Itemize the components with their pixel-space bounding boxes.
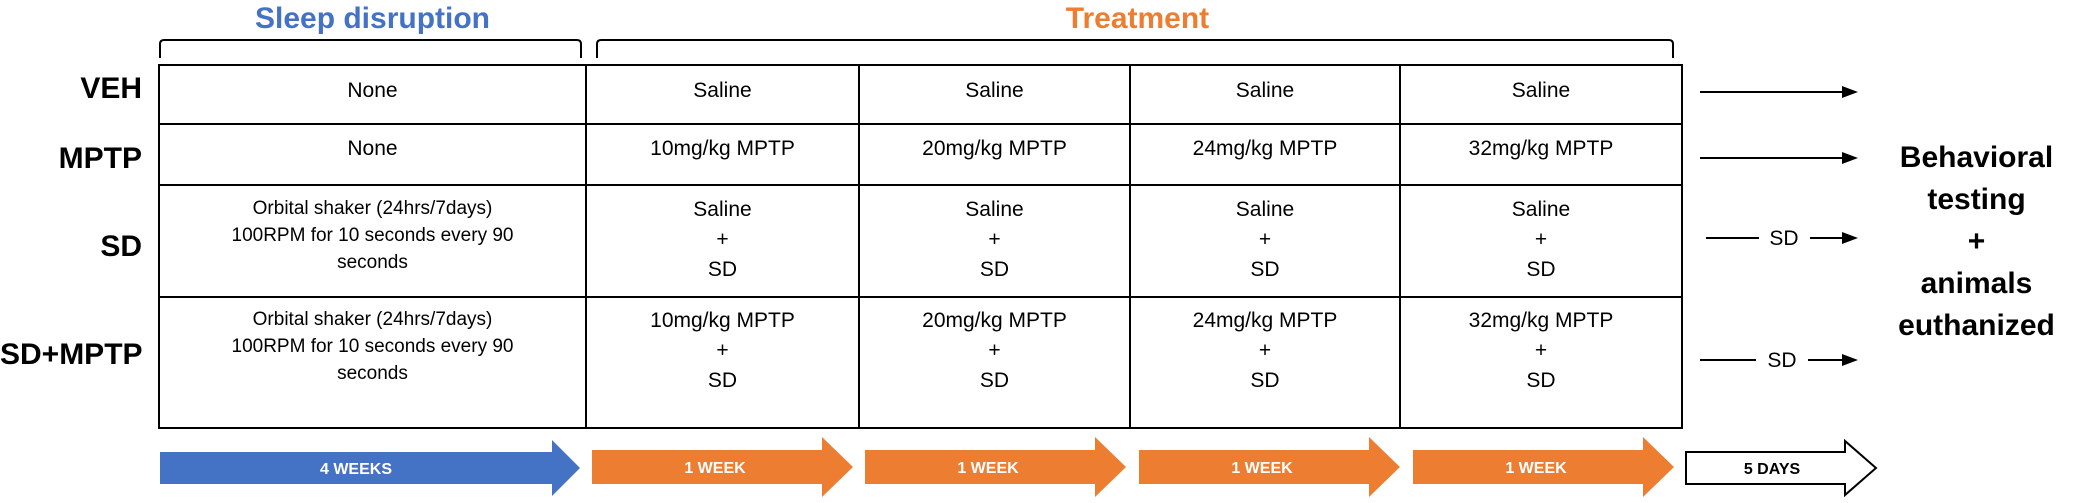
arrow-row-mptp bbox=[1700, 152, 1858, 164]
cell-treatment: Saline + SD bbox=[1235, 198, 1295, 281]
timeline-phase-week-3: 1 WEEK bbox=[1139, 437, 1400, 497]
protocol-table bbox=[158, 64, 1683, 429]
treatment-bracket bbox=[596, 39, 1674, 58]
row-divider bbox=[158, 184, 1683, 186]
timeline-label: 5 DAYS bbox=[1744, 461, 1801, 478]
cell-treatment: 24mg/kg MPTP bbox=[1192, 137, 1338, 160]
sleep-disruption-header: Sleep disruption bbox=[254, 2, 491, 35]
cell-treatment: Saline bbox=[1235, 79, 1295, 102]
arrow-label-sd: SD bbox=[1769, 227, 1798, 250]
cell-treatment: 32mg/kg MPTP bbox=[1468, 137, 1614, 160]
row-label-mptp: MPTP bbox=[58, 142, 142, 175]
treatment-header: Treatment bbox=[1065, 2, 1210, 35]
timeline-label: 1 WEEK bbox=[957, 460, 1019, 477]
timeline-label: 1 WEEK bbox=[684, 460, 746, 477]
timeline-phase-week-1: 1 WEEK bbox=[592, 437, 853, 497]
cell-treatment: 24mg/kg MPTP + SD bbox=[1192, 309, 1338, 392]
cell-treatment: Saline + SD bbox=[693, 198, 752, 281]
row-label-veh: VEH bbox=[80, 72, 142, 105]
column-divider bbox=[1129, 64, 1131, 429]
arrow-row-sd-mptp bbox=[1700, 354, 1858, 366]
row-label-sd-mptp: SD+MPTP bbox=[0, 338, 143, 371]
cell-treatment: Saline + SD bbox=[1511, 198, 1571, 281]
column-divider bbox=[1399, 64, 1401, 429]
row-divider bbox=[158, 296, 1683, 298]
cell-treatment: 20mg/kg MPTP + SD bbox=[922, 309, 1067, 392]
timeline-phase-week-2: 1 WEEK bbox=[865, 437, 1126, 497]
arrow-row-sd bbox=[1706, 232, 1858, 244]
timeline-label: 1 WEEK bbox=[1505, 460, 1567, 477]
cell-sleep-veh: None bbox=[347, 79, 398, 102]
cell-treatment: Saline + SD bbox=[965, 198, 1024, 281]
cell-treatment: 20mg/kg MPTP bbox=[922, 137, 1067, 160]
column-divider bbox=[858, 64, 860, 429]
arrow-row-veh bbox=[1700, 86, 1858, 98]
arrow-label-sd-mptp: SD bbox=[1767, 349, 1796, 372]
timeline-label: 1 WEEK bbox=[1231, 460, 1293, 477]
cell-treatment: Saline bbox=[965, 79, 1024, 102]
cell-treatment: Saline bbox=[1511, 79, 1571, 102]
outcome-text: Behavioral testing + animals euthanized bbox=[1898, 141, 2055, 342]
column-divider bbox=[585, 64, 587, 429]
timeline-phase-week-4: 1 WEEK bbox=[1413, 437, 1674, 497]
cell-sleep-sd: Orbital shaker (24hrs/7days) 100RPM for 1… bbox=[231, 198, 514, 273]
cell-sleep-mptp: None bbox=[347, 137, 398, 160]
row-divider bbox=[158, 123, 1683, 125]
cell-sleep-sd-mptp: Orbital shaker (24hrs/7days) 100RPM for 1… bbox=[231, 309, 514, 384]
timeline-label: 4 WEEKS bbox=[320, 461, 392, 478]
sleep-bracket bbox=[159, 39, 582, 58]
timeline-phase-5-days: 5 DAYS bbox=[1685, 438, 1878, 498]
cell-treatment: 32mg/kg MPTP + SD bbox=[1468, 309, 1614, 392]
timeline-phase-sleep: 4 WEEKS bbox=[160, 440, 580, 496]
row-label-sd: SD bbox=[100, 230, 142, 263]
cell-treatment: Saline bbox=[693, 79, 752, 102]
cell-treatment: 10mg/kg MPTP bbox=[650, 137, 795, 160]
cell-treatment: 10mg/kg MPTP + SD bbox=[650, 309, 795, 392]
